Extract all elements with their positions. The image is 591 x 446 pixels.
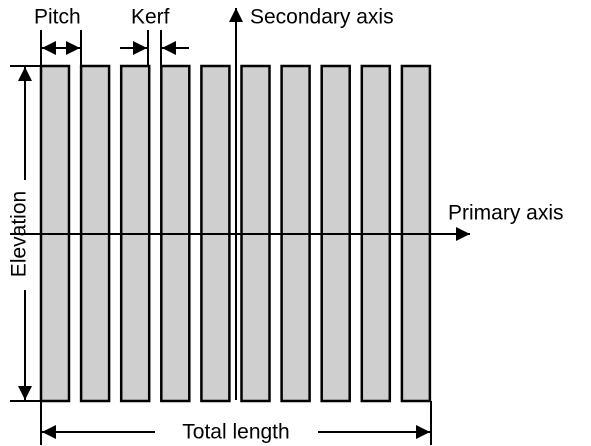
- total-length-label: Total length: [182, 421, 289, 444]
- primary-axis-label: Primary axis: [448, 202, 564, 225]
- elevation-label: Elevation: [8, 191, 31, 277]
- secondary-axis-label: Secondary axis: [250, 6, 394, 29]
- kerf-label: Kerf: [131, 6, 170, 29]
- pitch-label: Pitch: [34, 6, 81, 29]
